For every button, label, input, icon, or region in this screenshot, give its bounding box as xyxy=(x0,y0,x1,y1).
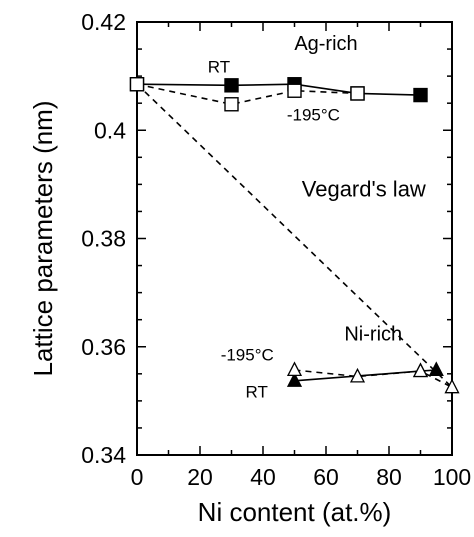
plot-frame-layer xyxy=(136,21,453,456)
x-tick-label: 80 xyxy=(376,464,402,490)
series-line-4 xyxy=(136,83,453,388)
data-point-triangle-3 xyxy=(444,378,460,394)
data-point-triangle-3 xyxy=(286,361,303,377)
series-line-1 xyxy=(136,83,358,106)
y-tick-label: 0.34 xyxy=(81,442,126,468)
data-point-square-1 xyxy=(129,77,145,92)
data-point-triangle-3 xyxy=(349,367,366,383)
y-tick-label: 0.38 xyxy=(81,226,126,252)
data-point-triangle-3 xyxy=(412,362,429,378)
x-tick-label: 40 xyxy=(250,464,276,490)
data-point-square-1 xyxy=(224,97,239,112)
data-point-triangle-2 xyxy=(428,361,444,377)
text-layer: 0 20 40 60 80 100 0.34 0.36 0.38 0.4 0.42 Ni conten… xyxy=(28,9,471,527)
data-point-square-1 xyxy=(350,86,365,101)
annotation-3: Vegard's law xyxy=(302,176,426,201)
y-tick-label: 0.42 xyxy=(81,9,126,35)
x-tick-label: 20 xyxy=(187,464,213,490)
x-tick-label: 0 xyxy=(131,464,144,490)
annotation-4: Ni-rich xyxy=(344,323,402,345)
series-lines-layer xyxy=(136,83,453,389)
annotation-0: Ag-rich xyxy=(294,33,357,55)
data-point-triangle-2 xyxy=(286,372,303,387)
markers-layer xyxy=(129,77,460,394)
data-point-square-0 xyxy=(413,87,428,103)
annotation-1: RT xyxy=(208,57,230,76)
x-tick-label: 60 xyxy=(313,464,339,490)
x-tick-label: 100 xyxy=(433,464,471,490)
y-tick-label: 0.36 xyxy=(81,334,126,360)
y-axis-title: Lattice parameters (nm) xyxy=(28,101,58,377)
x-axis-title: Ni content (at.%) xyxy=(198,497,392,527)
annotation-5: -195°C xyxy=(221,345,274,364)
data-point-square-0 xyxy=(224,78,239,93)
annotation-2: -195°C xyxy=(287,106,340,125)
data-point-square-1 xyxy=(287,83,302,98)
annotation-6: RT xyxy=(246,383,268,402)
y-tick-label: 0.4 xyxy=(94,117,126,143)
series-line-3 xyxy=(294,369,453,389)
